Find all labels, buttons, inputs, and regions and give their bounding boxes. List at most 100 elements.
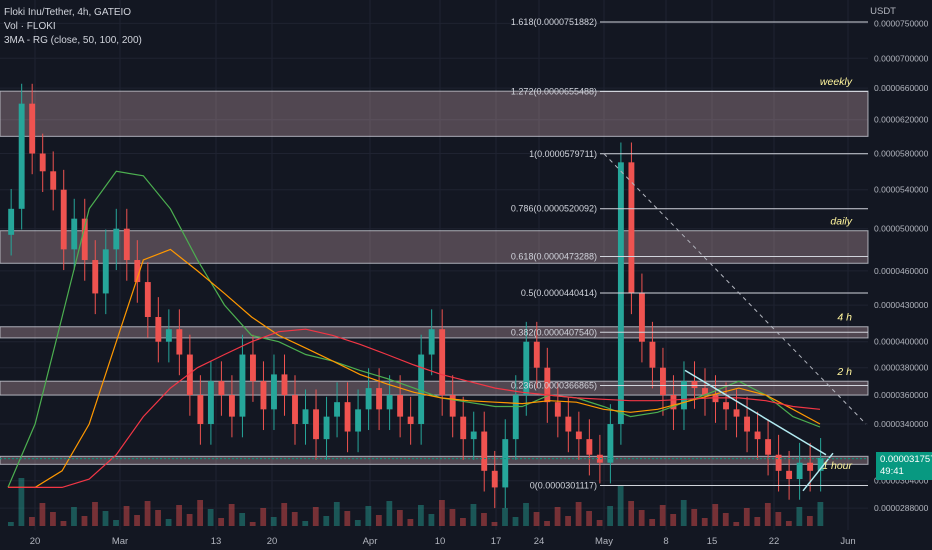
fib-trend-dashed-line bbox=[603, 153, 867, 425]
volume-bar bbox=[617, 485, 624, 526]
candle-body bbox=[71, 218, 78, 250]
x-tick-label: Mar bbox=[112, 536, 128, 547]
candle-body bbox=[271, 374, 277, 410]
volume-bar bbox=[18, 478, 25, 526]
candle-body bbox=[754, 431, 761, 440]
zone-label: 4 h bbox=[837, 312, 852, 324]
candle-body bbox=[460, 416, 467, 440]
candle-body bbox=[302, 409, 309, 425]
candle-body bbox=[670, 395, 677, 410]
volume-bar bbox=[470, 504, 477, 526]
symbol-title[interactable]: Floki Inu/Tether, 4h, GATEIO bbox=[4, 7, 132, 18]
candle-body bbox=[365, 388, 372, 410]
candle-body bbox=[113, 228, 120, 250]
zone-weekly bbox=[0, 90, 869, 137]
y-tick-label: 0.0000500000 bbox=[874, 224, 929, 234]
fib-level-label: 0(0.0000301117) bbox=[530, 481, 597, 491]
candle-body bbox=[439, 329, 446, 396]
volume-bar bbox=[502, 508, 508, 526]
candle-body bbox=[554, 402, 561, 417]
volume-bar bbox=[207, 509, 214, 526]
volume-bar bbox=[260, 508, 267, 526]
candle-body bbox=[323, 416, 330, 440]
volume-bar bbox=[418, 505, 424, 526]
volume-bar bbox=[249, 522, 256, 526]
y-tick-label: 0.0000540000 bbox=[874, 185, 929, 195]
volume-bar bbox=[460, 518, 466, 526]
volume-bar bbox=[659, 505, 666, 526]
wedge-upper-trendline bbox=[684, 369, 827, 456]
volume-bar bbox=[733, 522, 740, 526]
volume-bar bbox=[817, 502, 824, 526]
candle-body bbox=[407, 416, 414, 425]
candle-body bbox=[386, 395, 393, 410]
y-tick-label: 0.0000700000 bbox=[874, 53, 929, 63]
volume-bar bbox=[102, 511, 109, 526]
volume-bar bbox=[123, 506, 130, 526]
candle-body bbox=[638, 293, 645, 342]
volume-bar bbox=[165, 519, 172, 526]
volume-bar bbox=[533, 512, 540, 526]
fib-level-label: 0.786(0.0000520092) bbox=[511, 204, 597, 214]
candle-body bbox=[344, 402, 351, 432]
volume-bar bbox=[722, 513, 729, 526]
wedge-lower-trendline bbox=[802, 452, 834, 492]
volume-indicator-label[interactable]: Vol · FLOKI bbox=[4, 21, 56, 32]
candle-body bbox=[39, 153, 46, 172]
candle-body bbox=[29, 103, 36, 154]
candle-body bbox=[313, 409, 319, 440]
volume-bar bbox=[60, 521, 67, 526]
volume-bar bbox=[186, 514, 193, 526]
volume-bar bbox=[270, 517, 277, 526]
candle-body bbox=[260, 381, 267, 410]
volume-bar bbox=[649, 519, 656, 526]
candle-body bbox=[512, 395, 519, 440]
volume-bar bbox=[712, 504, 719, 526]
volume-bar bbox=[407, 519, 414, 526]
price-axis-unit: USDT bbox=[870, 6, 896, 17]
volume-bar bbox=[113, 520, 119, 526]
fib-level-label: 0.236(0.0000366865) bbox=[511, 381, 597, 391]
volume-bar bbox=[764, 503, 771, 526]
x-tick-label: Jun bbox=[840, 536, 855, 547]
candle-body bbox=[176, 329, 183, 355]
volume-bar bbox=[302, 521, 309, 526]
candle-body bbox=[186, 354, 193, 396]
y-tick-label: 0.0000460000 bbox=[874, 266, 929, 276]
candle-countdown: 49:41 bbox=[880, 466, 904, 477]
volume-bar bbox=[638, 510, 645, 526]
y-tick-label: 0.0000360000 bbox=[874, 390, 929, 400]
volume-bar bbox=[491, 522, 498, 526]
x-tick-label: 13 bbox=[211, 536, 222, 547]
volume-bar bbox=[701, 518, 708, 526]
volume-bar bbox=[670, 514, 677, 526]
volume-bar bbox=[554, 507, 561, 526]
volume-bar bbox=[743, 508, 750, 526]
ma-indicator-label[interactable]: 3MA - RG (close, 50, 100, 200) bbox=[4, 35, 142, 46]
zone-label: 1 hour bbox=[822, 460, 852, 472]
x-tick-label: 20 bbox=[267, 536, 278, 547]
candle-body bbox=[144, 282, 151, 318]
y-tick-label: 0.0000304000 bbox=[874, 476, 929, 486]
candle-body bbox=[702, 388, 708, 396]
y-tick-label: 0.0000380000 bbox=[874, 363, 929, 373]
y-tick-label: 0.0000660000 bbox=[874, 83, 929, 93]
candle-body bbox=[744, 416, 750, 432]
volume-bar bbox=[365, 506, 372, 526]
volume-bar bbox=[785, 521, 792, 526]
candle-body bbox=[533, 341, 540, 368]
candle-body bbox=[134, 260, 141, 283]
volume-bar bbox=[375, 515, 382, 526]
volume-bar bbox=[806, 516, 813, 526]
candle-body bbox=[607, 424, 614, 463]
volume-bar bbox=[439, 500, 445, 526]
zone-label: daily bbox=[830, 216, 852, 228]
candle-body bbox=[228, 395, 235, 417]
x-tick-label: 22 bbox=[769, 536, 780, 547]
volume-bar bbox=[8, 522, 14, 526]
fib-level-label: 1.272(0.0000655488) bbox=[511, 87, 597, 97]
volume-bar bbox=[281, 503, 288, 526]
x-tick-label: 10 bbox=[435, 536, 446, 547]
candle-body bbox=[239, 354, 246, 417]
